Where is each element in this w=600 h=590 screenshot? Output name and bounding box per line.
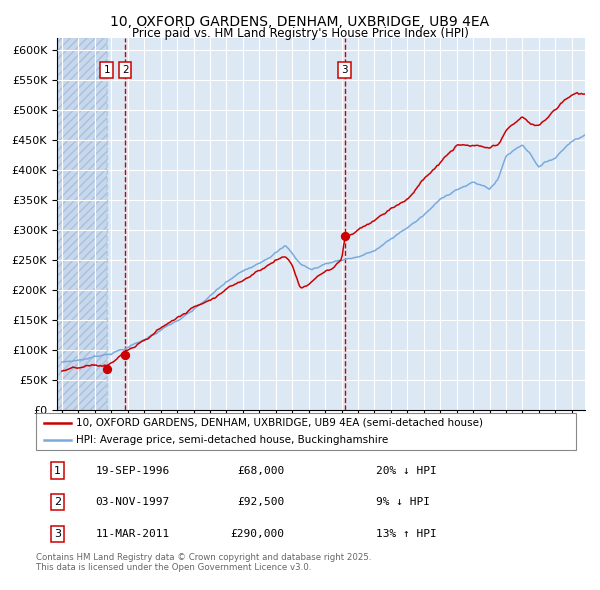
Text: 9% ↓ HPI: 9% ↓ HPI [376,497,430,507]
Text: HPI: Average price, semi-detached house, Buckinghamshire: HPI: Average price, semi-detached house,… [77,435,389,445]
Text: £68,000: £68,000 [237,466,284,476]
FancyBboxPatch shape [36,413,576,450]
Text: 20% ↓ HPI: 20% ↓ HPI [376,466,437,476]
Text: 13% ↑ HPI: 13% ↑ HPI [376,529,437,539]
Text: 1: 1 [54,466,61,476]
Text: 10, OXFORD GARDENS, DENHAM, UXBRIDGE, UB9 4EA: 10, OXFORD GARDENS, DENHAM, UXBRIDGE, UB… [110,15,490,29]
Point [340,231,349,241]
Text: 3: 3 [54,529,61,539]
Point [102,365,112,374]
Text: 2: 2 [54,497,61,507]
Text: Price paid vs. HM Land Registry's House Price Index (HPI): Price paid vs. HM Land Registry's House … [131,27,469,40]
Point [120,350,130,359]
Text: 3: 3 [341,65,348,75]
Bar [57,38,107,410]
Text: Contains HM Land Registry data © Crown copyright and database right 2025.
This d: Contains HM Land Registry data © Crown c… [36,553,371,572]
Text: 19-SEP-1996: 19-SEP-1996 [95,466,170,476]
Bar [57,38,107,410]
Text: 10, OXFORD GARDENS, DENHAM, UXBRIDGE, UB9 4EA (semi-detached house): 10, OXFORD GARDENS, DENHAM, UXBRIDGE, UB… [77,418,484,428]
Text: £92,500: £92,500 [237,497,284,507]
Text: 11-MAR-2011: 11-MAR-2011 [95,529,170,539]
Text: 03-NOV-1997: 03-NOV-1997 [95,497,170,507]
Text: £290,000: £290,000 [230,529,284,539]
Text: 2: 2 [122,65,128,75]
Text: 1: 1 [103,65,110,75]
